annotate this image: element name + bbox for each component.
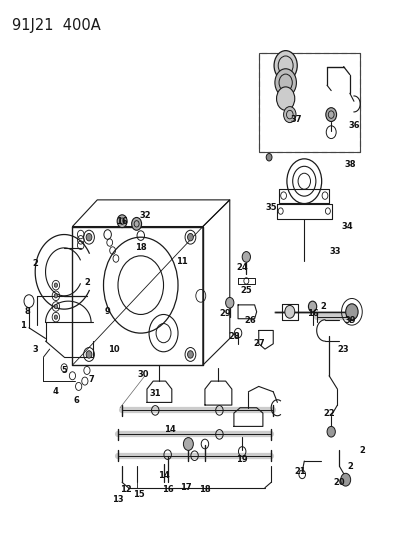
- Text: 2: 2: [84, 278, 90, 287]
- Text: 2: 2: [358, 446, 364, 455]
- Text: 29: 29: [219, 309, 231, 318]
- Text: 24: 24: [236, 263, 247, 272]
- Text: 2: 2: [32, 260, 38, 268]
- Text: 91J21  400A: 91J21 400A: [12, 18, 101, 33]
- Text: 30: 30: [137, 370, 148, 378]
- Circle shape: [274, 69, 296, 96]
- Text: 15: 15: [133, 490, 144, 499]
- Circle shape: [187, 233, 193, 241]
- Text: 8: 8: [24, 308, 30, 316]
- Bar: [258, 53, 359, 152]
- Circle shape: [283, 107, 295, 123]
- Circle shape: [54, 283, 57, 287]
- Text: 2: 2: [346, 462, 352, 471]
- Circle shape: [326, 426, 335, 437]
- Text: 19: 19: [236, 455, 247, 464]
- Text: 17: 17: [180, 483, 192, 492]
- Text: 37: 37: [290, 116, 301, 124]
- Text: 31: 31: [149, 389, 161, 398]
- Text: 18: 18: [199, 485, 210, 494]
- Text: 39: 39: [343, 317, 355, 325]
- Circle shape: [340, 473, 350, 486]
- Text: 14: 14: [157, 471, 169, 480]
- Text: 26: 26: [244, 317, 256, 325]
- Circle shape: [273, 51, 297, 80]
- Text: 38: 38: [343, 160, 355, 168]
- Text: 13: 13: [112, 496, 123, 504]
- Text: 12: 12: [120, 485, 132, 494]
- Circle shape: [54, 294, 57, 298]
- Text: 36: 36: [347, 121, 359, 130]
- Circle shape: [308, 301, 316, 312]
- Circle shape: [183, 438, 193, 450]
- Circle shape: [325, 108, 336, 122]
- Text: 16: 16: [161, 485, 173, 494]
- Text: 14: 14: [164, 425, 175, 433]
- Text: 2: 2: [319, 302, 325, 311]
- Text: 27: 27: [252, 340, 264, 348]
- Circle shape: [284, 305, 294, 318]
- Circle shape: [131, 217, 141, 230]
- Text: 22: 22: [323, 409, 334, 417]
- Circle shape: [54, 304, 57, 309]
- Circle shape: [187, 351, 193, 358]
- Circle shape: [345, 304, 357, 320]
- Text: 28: 28: [228, 333, 239, 341]
- Text: 5: 5: [61, 366, 67, 375]
- Text: 6: 6: [74, 397, 79, 405]
- Bar: [258, 53, 359, 152]
- Text: 4: 4: [53, 387, 59, 396]
- Text: 11: 11: [176, 257, 188, 265]
- Circle shape: [242, 252, 250, 262]
- Circle shape: [225, 297, 233, 308]
- Text: 33: 33: [329, 247, 340, 256]
- Circle shape: [276, 87, 294, 110]
- Text: 20: 20: [333, 478, 344, 487]
- Text: 34: 34: [341, 222, 353, 231]
- Circle shape: [266, 154, 271, 161]
- Circle shape: [86, 233, 92, 241]
- Text: 21: 21: [294, 467, 305, 476]
- Text: 9: 9: [104, 308, 110, 316]
- Text: 32: 32: [139, 212, 150, 220]
- Text: 1: 1: [20, 321, 26, 329]
- Text: 18: 18: [135, 244, 146, 252]
- Text: 7: 7: [88, 375, 94, 384]
- Circle shape: [54, 315, 57, 319]
- Text: 25: 25: [240, 286, 252, 295]
- Text: 3: 3: [32, 345, 38, 353]
- Circle shape: [117, 215, 127, 228]
- Text: 10: 10: [108, 345, 119, 353]
- Text: 23: 23: [337, 345, 349, 353]
- Text: 16: 16: [116, 217, 128, 225]
- Text: 16: 16: [306, 309, 318, 318]
- Text: 35: 35: [265, 204, 276, 212]
- Circle shape: [86, 351, 92, 358]
